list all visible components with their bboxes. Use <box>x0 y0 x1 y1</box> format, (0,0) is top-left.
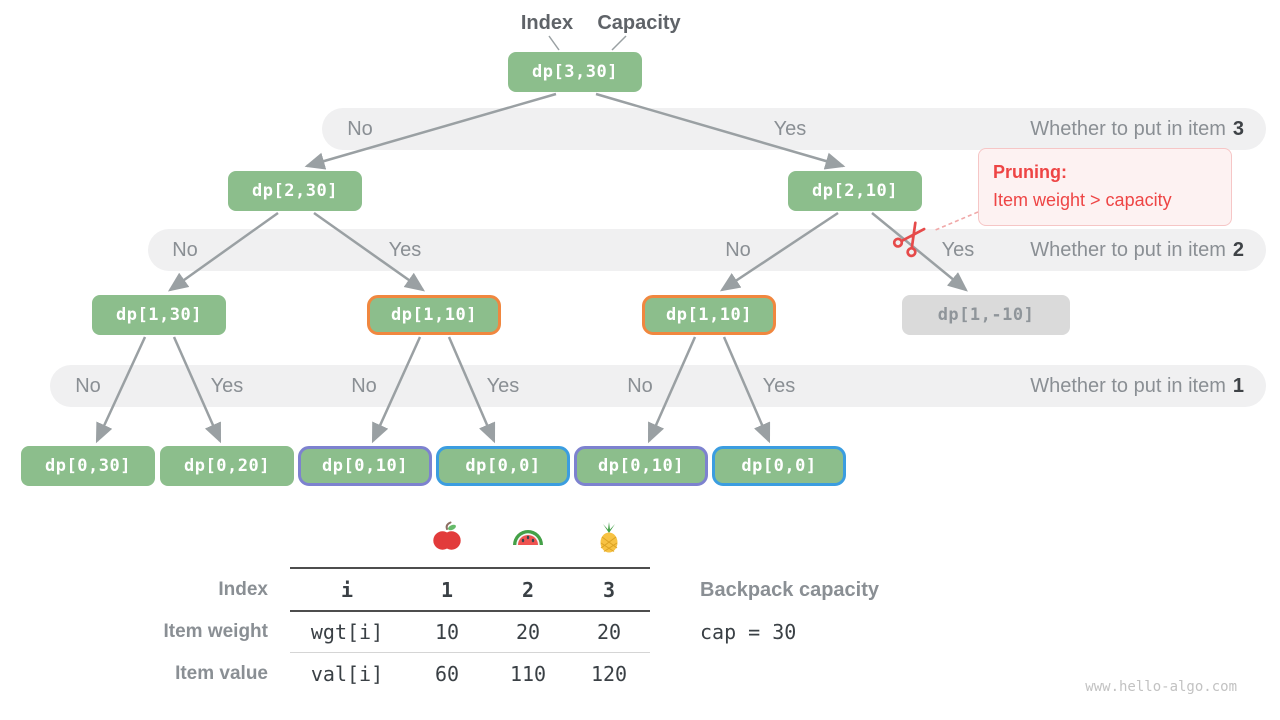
choice-label: Yes <box>486 374 520 397</box>
tree-node-dp-1-10-left: dp[1,10] <box>367 295 501 335</box>
choice-label: Yes <box>762 374 796 397</box>
choice-label: No <box>351 374 377 397</box>
pineapple-icon <box>600 522 618 553</box>
choice-label: No <box>725 238 751 261</box>
table-row-label-weight: Item weight <box>163 621 268 642</box>
tree-node-dp-3-30: dp[3,30] <box>508 52 642 92</box>
table-cell-val-3: 120 <box>590 662 628 686</box>
tree-node-dp-2-10: dp[2,10] <box>788 171 922 211</box>
tree-node-dp-0-10-right: dp[0,10] <box>574 446 708 486</box>
tree-node-dp-0-20: dp[0,20] <box>160 446 294 486</box>
choice-label: No <box>347 117 373 140</box>
choice-label: No <box>627 374 653 397</box>
decision-band-item-2: No Yes No Yes Whether to put in item 2 <box>148 229 1266 271</box>
band-question-item-number: 2 <box>1232 238 1244 261</box>
tree-node-dp-0-0-right: dp[0,0] <box>712 446 846 486</box>
table-header-1: 1 <box>440 578 454 602</box>
band-question-item-number: 1 <box>1232 374 1244 397</box>
choice-label: No <box>75 374 101 397</box>
tree-node-dp-0-0-left: dp[0,0] <box>436 446 570 486</box>
table-header-2: 2 <box>521 578 535 602</box>
capacity-pointer-label: Capacity <box>597 12 681 34</box>
band-question-text: Whether to put in item <box>1030 117 1226 140</box>
decision-band-item-3: No Yes Whether to put in item 3 <box>322 108 1266 150</box>
decision-band-item-1: No Yes No Yes No Yes Whether to put in i… <box>50 365 1266 407</box>
table-header-3: 3 <box>602 578 616 602</box>
tree-node-dp-1-10-right: dp[1,10] <box>642 295 776 335</box>
table-cell-val-1: 60 <box>434 662 460 686</box>
choice-label: No <box>172 238 198 261</box>
table-cell-val-2: 110 <box>509 662 547 686</box>
tree-node-dp-1-30: dp[1,30] <box>92 295 226 335</box>
tree-node-dp-0-10-left: dp[0,10] <box>298 446 432 486</box>
band-question-item-number: 3 <box>1232 117 1244 140</box>
pruning-colon: : <box>1061 162 1067 182</box>
table-rule-light <box>290 652 650 653</box>
pruning-title: Pruning <box>993 162 1061 182</box>
choice-label: Yes <box>388 238 422 261</box>
apple-icon <box>433 521 461 550</box>
backpack-capacity-value: cap = 30 <box>700 620 797 644</box>
table-cell-val-label: val[i] <box>310 662 384 686</box>
table-cell-wgt-1: 10 <box>434 620 460 644</box>
table-cell-wgt-3: 20 <box>596 620 622 644</box>
choice-label: Yes <box>210 374 244 397</box>
table-row-label-value: Item value <box>175 663 268 684</box>
tree-node-dp-0-30: dp[0,30] <box>21 446 155 486</box>
watermelon-icon <box>513 530 543 545</box>
table-cell-wgt-label: wgt[i] <box>310 620 384 644</box>
backpack-capacity-label: Backpack capacity <box>700 579 880 601</box>
table-cell-wgt-2: 20 <box>515 620 541 644</box>
choice-label: Yes <box>773 117 807 140</box>
band-question: Whether to put in item 1 <box>1030 365 1244 407</box>
band-question: Whether to put in item 3 <box>1030 108 1244 150</box>
table-rule-top <box>290 567 650 569</box>
watermark: www.hello-algo.com <box>1085 679 1237 695</box>
band-question-text: Whether to put in item <box>1030 374 1226 397</box>
band-question: Whether to put in item 2 <box>1030 229 1244 271</box>
index-pointer-label: Index <box>520 12 574 34</box>
table-header-i: i <box>340 578 354 602</box>
table-rule-header <box>290 610 650 612</box>
tree-node-dp-2-30: dp[2,30] <box>228 171 362 211</box>
choice-label: Yes <box>941 238 975 261</box>
band-question-text: Whether to put in item <box>1030 238 1226 261</box>
pruning-detail: Item weight > capacity <box>993 189 1172 210</box>
pruning-callout: Pruning: Item weight > capacity <box>978 148 1232 226</box>
table-row-label-index: Index <box>218 579 268 600</box>
tree-node-dp-1-neg10-pruned: dp[1,-10] <box>902 295 1070 335</box>
